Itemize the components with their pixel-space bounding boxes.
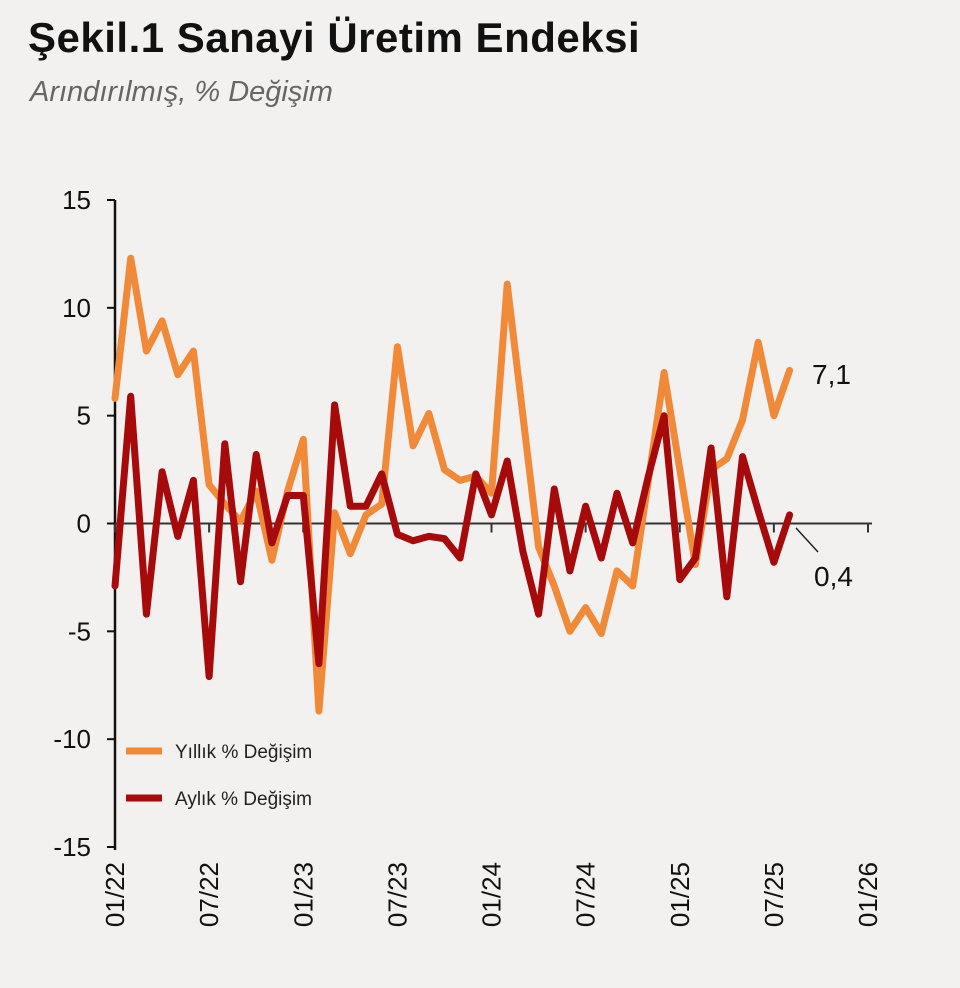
- x-tick-label: 07/24: [571, 862, 601, 927]
- y-tick-label: -15: [53, 832, 91, 862]
- series-lines: [111, 254, 794, 715]
- annotation-aylik-last: 0,4: [814, 561, 853, 592]
- series-line-aylik: [111, 392, 794, 681]
- annotation-leader-line: [795, 527, 819, 553]
- x-tick-label: 01/25: [665, 862, 695, 927]
- x-tick-label: 07/25: [759, 862, 789, 927]
- annotation-yillik-last: 7,1: [812, 359, 851, 390]
- x-tick-label: 01/22: [100, 862, 130, 927]
- y-tick-label: 15: [62, 185, 91, 215]
- y-tick-label: 0: [77, 509, 91, 539]
- legend-label-aylik: Aylık % Değişim: [175, 789, 312, 810]
- legend: Yıllık % Değişim Aylık % Değişim: [126, 742, 312, 810]
- axes: 15 10 5 0 -5 -10 -15 01/22 07/22 01/23 07/23 01/24 0…: [53, 185, 883, 927]
- legend-label-yillik: Yıllık % Değişim: [175, 742, 312, 763]
- y-tick-label: -5: [68, 616, 91, 646]
- x-tick-label: 07/22: [194, 862, 224, 927]
- y-tick-label: -10: [53, 724, 91, 754]
- x-tick-label: 01/26: [853, 862, 883, 927]
- chart-title: Şekil.1 Sanayi Üretim Endeksi: [28, 14, 641, 61]
- x-tick-label: 07/23: [382, 862, 412, 927]
- x-tick-label: 01/23: [288, 862, 318, 927]
- y-tick-label: 5: [77, 401, 91, 431]
- y-tick-label: 10: [62, 293, 91, 323]
- x-tick-label: 01/24: [477, 862, 507, 927]
- series-line-yillik: [111, 254, 794, 715]
- chart-subtitle: Arındırılmış, % Değişim: [30, 76, 333, 108]
